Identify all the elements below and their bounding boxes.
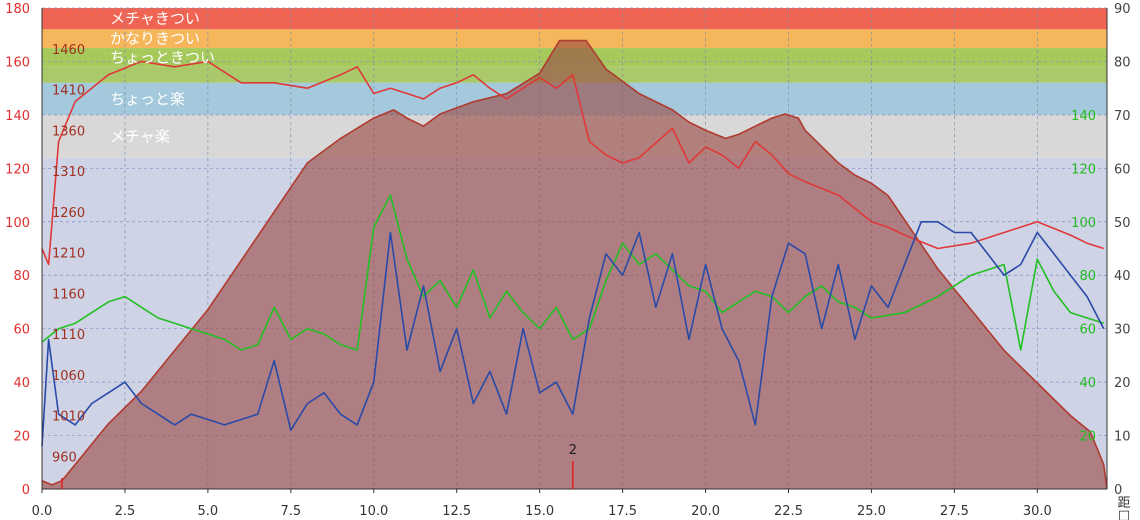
left-axis-tick-label: 160: [5, 55, 30, 70]
left-axis-tick-label: 40: [13, 376, 30, 391]
x-tick-label: 15.0: [525, 504, 554, 519]
left-axis-tick-label: 120: [5, 162, 30, 177]
green-axis-tick-label: 120: [1071, 162, 1096, 177]
right-axis-tick-label: 60: [1114, 162, 1131, 177]
left-axis-tick-label: 180: [5, 2, 30, 17]
left-axis-tick-label: 60: [13, 323, 30, 338]
zone-label: メチャきつい: [110, 10, 200, 28]
green-axis-tick-label: 20: [1079, 430, 1096, 445]
x-tick-label: 5.0: [198, 504, 219, 519]
zone-label: ちょっときつい: [110, 48, 215, 66]
x-tick-label: 10.0: [359, 504, 388, 519]
x-unit-label: 距: [1117, 496, 1130, 511]
elevation-axis-tick-label: 1360: [52, 124, 85, 139]
x-tick-label: 7.5: [280, 504, 301, 519]
x-tick-label: 30.0: [1023, 504, 1052, 519]
zone-label: ちょっと楽: [110, 90, 185, 108]
markers: 2: [61, 443, 577, 489]
left-axis-tick-label: 20: [13, 430, 30, 445]
axes: 0.0 2.5 5.0 7.5 10.0 12.5 15.0 17.5 20.0 22.5 25.0…: [5, 2, 1130, 520]
x-tick-label: 22.5: [774, 504, 803, 519]
series-line-green: [41, 194, 1104, 351]
left-axis-tick-label: 0: [22, 483, 30, 498]
series-line-right: [41, 221, 1105, 447]
elevation-axis-tick-label: 1010: [52, 410, 85, 425]
x-tick-label: 27.5: [940, 504, 969, 519]
elevation-axis-tick-label: 1410: [52, 84, 85, 99]
elevation-axis-tick-label: 1060: [52, 369, 85, 384]
elevation-axis-tick-label: 960: [52, 450, 77, 465]
elevation-axis-tick-label: 1210: [52, 247, 85, 262]
green-axis-tick-label: 40: [1079, 376, 1096, 391]
zone-band: [42, 8, 1107, 30]
right-axis-tick-label: 10: [1114, 430, 1131, 445]
elevation-axis-tick-label: 1460: [52, 43, 85, 58]
zone-label: かなりきつい: [110, 30, 200, 48]
series-layer: [41, 39, 1108, 490]
x-tick-label: 0.0: [32, 504, 53, 519]
elevation-axis-tick-label: 1160: [52, 287, 85, 302]
x-tick-label: 20.0: [691, 504, 720, 519]
elevation-axis-tick-label: 1260: [52, 206, 85, 221]
right-axis-tick-label: 20: [1114, 376, 1131, 391]
green-axis-tick-label: 60: [1079, 323, 1096, 338]
elevation-axis-tick-label: 1110: [52, 328, 85, 343]
green-axis-tick-label: 80: [1079, 269, 1096, 284]
right-axis-tick-label: 0: [1114, 483, 1122, 498]
series-line-elevation: [41, 39, 1108, 490]
zone-label: メチャ楽: [110, 127, 170, 145]
x-tick-label: 12.5: [442, 504, 471, 519]
right-axis-tick-label: 50: [1114, 216, 1131, 231]
series-area-elevation: [42, 40, 1107, 489]
zone-band: [42, 29, 1107, 49]
right-axis-tick-label: 70: [1114, 109, 1131, 124]
lap-marker-label: 2: [569, 443, 577, 458]
green-axis-tick-label: 140: [1071, 109, 1096, 124]
left-axis-tick-label: 100: [5, 216, 30, 231]
green-axis-tick-label: 100: [1071, 216, 1096, 231]
right-axis-tick-label: 40: [1114, 269, 1131, 284]
elevation-axis-tick-label: 1310: [52, 165, 85, 180]
x-tick-label: 2.5: [115, 504, 136, 519]
left-axis-tick-label: 80: [13, 269, 30, 284]
x-tick-label: 25.0: [857, 504, 886, 519]
right-axis-tick-label: 80: [1114, 55, 1131, 70]
left-axis-tick-label: 140: [5, 109, 30, 124]
x-unit-label-2: □: [1118, 508, 1130, 520]
right-axis-tick-label: 90: [1114, 2, 1131, 17]
right-axis-tick-label: 30: [1114, 323, 1131, 338]
series-line-left: [41, 60, 1104, 266]
x-tick-label: 17.5: [608, 504, 637, 519]
